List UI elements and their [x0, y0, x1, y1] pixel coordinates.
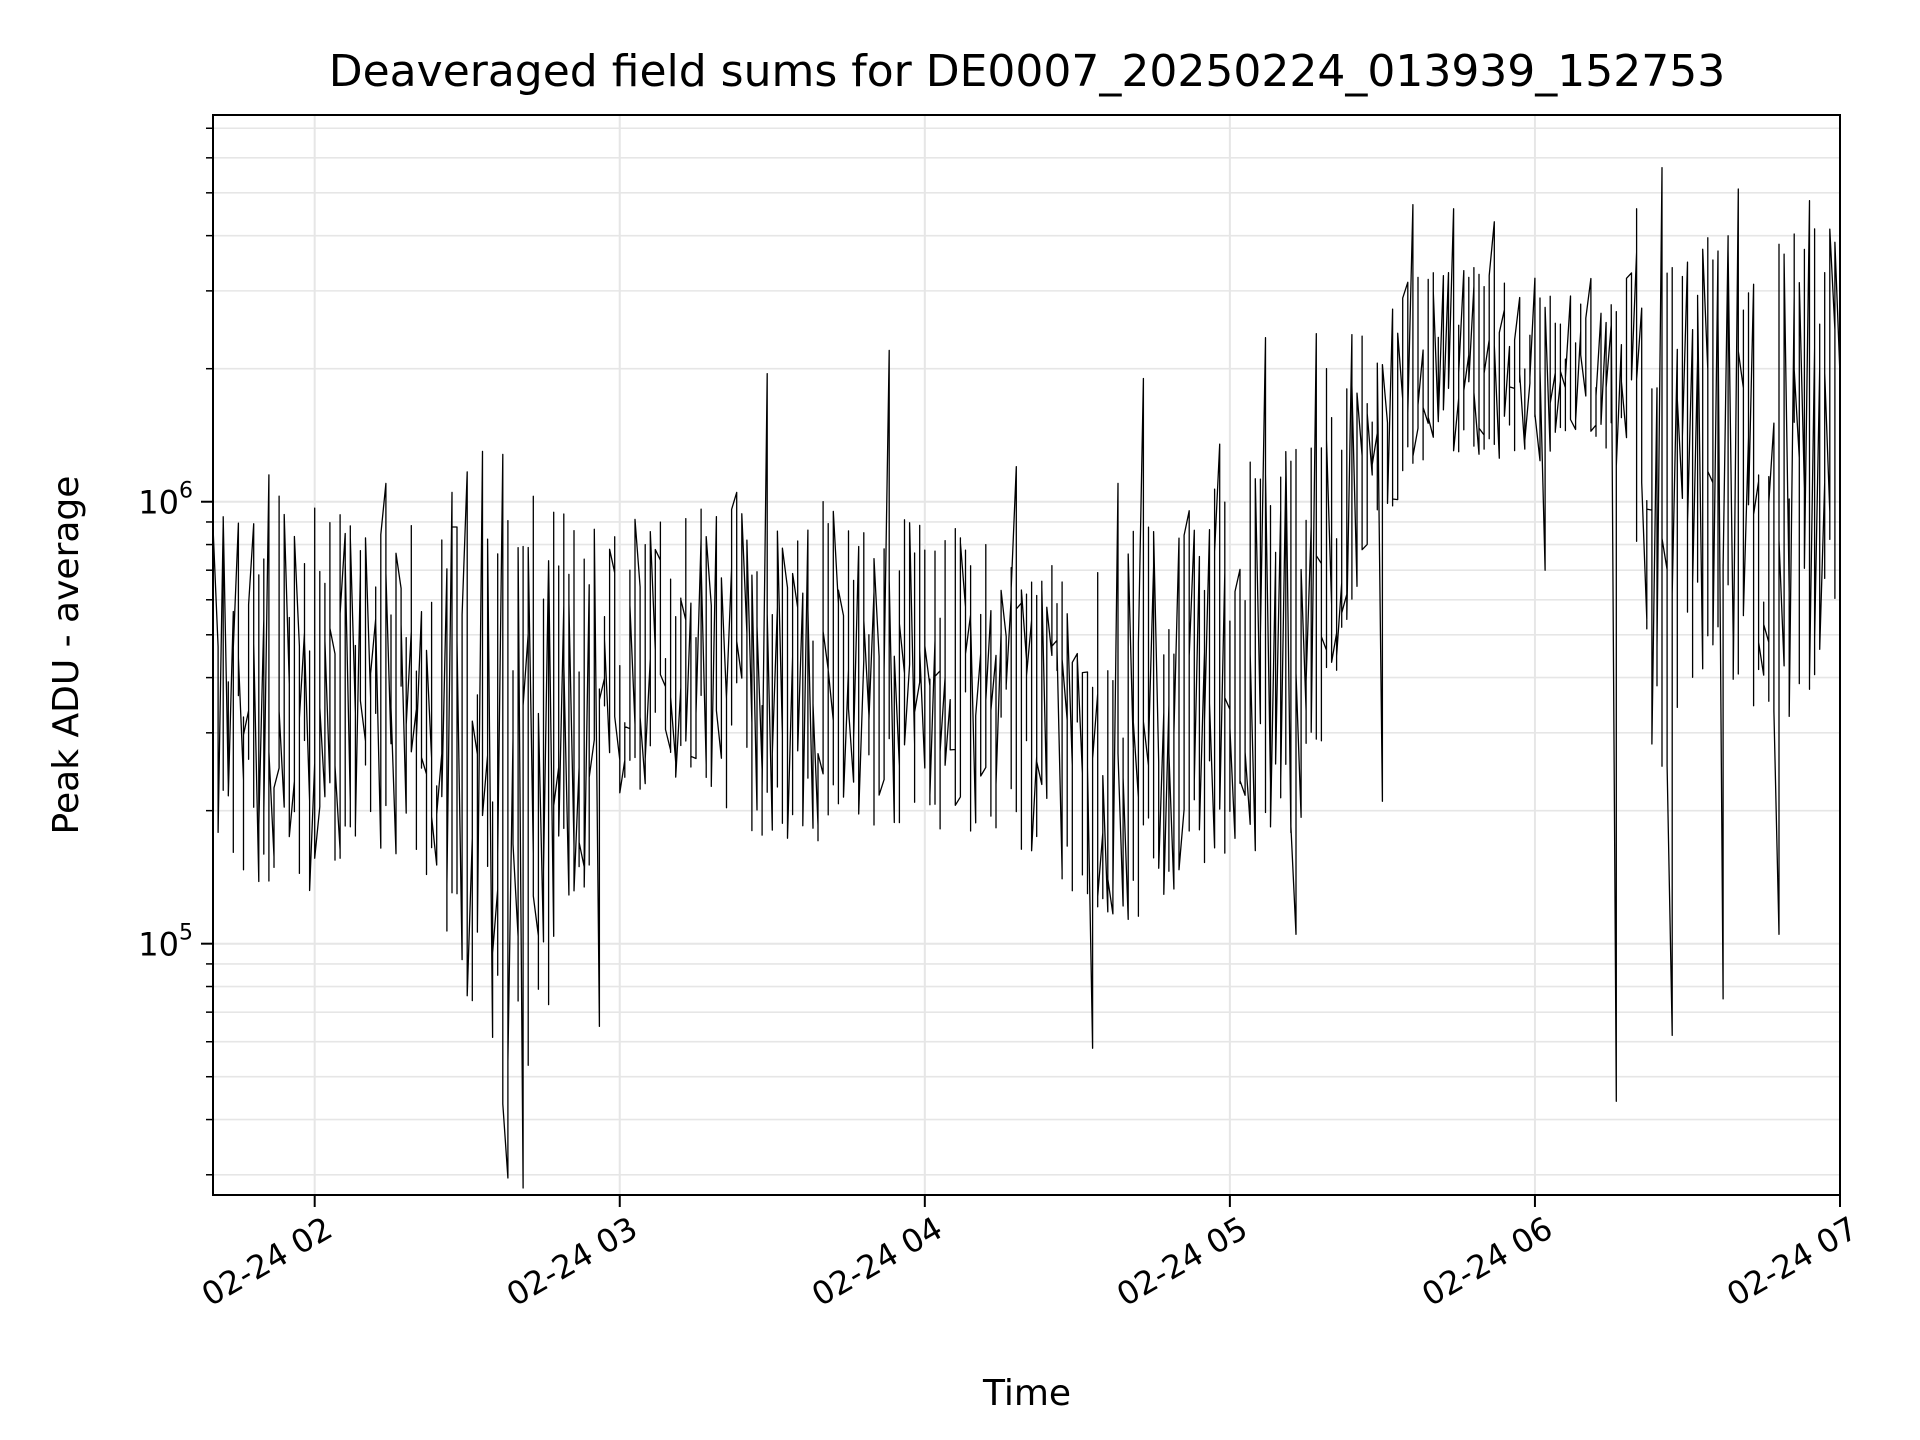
y-tick-label: 106: [138, 479, 193, 522]
series-line: [212, 167, 1841, 1189]
y-tick-exponent: 5: [179, 921, 193, 946]
y-tick-label: 105: [138, 921, 193, 964]
chart-title: Deaveraged field sums for DE0007_2025022…: [329, 46, 1726, 97]
y-tick-base: 10: [138, 484, 179, 522]
y-tick-base: 10: [138, 926, 179, 964]
x-axis-label: Time: [982, 1373, 1071, 1414]
y-axis-label: Peak ADU - average: [46, 476, 87, 835]
y-tick-exponent: 6: [179, 479, 193, 504]
plot-frame: [212, 114, 1841, 1196]
series-group: [212, 167, 1841, 1189]
